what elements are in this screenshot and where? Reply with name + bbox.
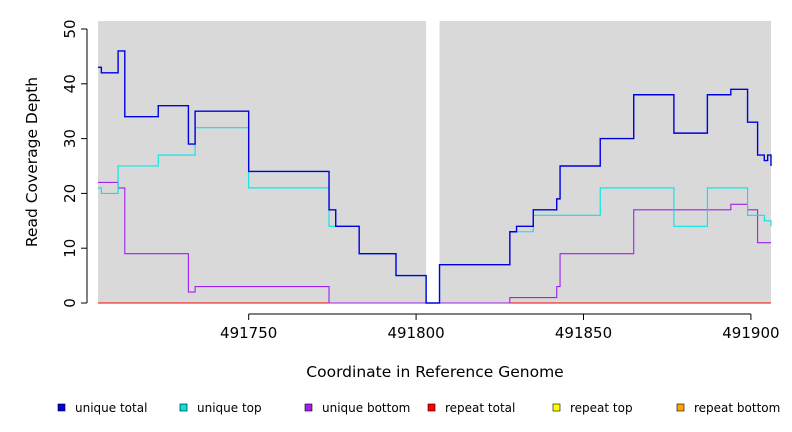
- legend-swatch: [552, 403, 561, 412]
- legend-item-repeat-bottom: repeat bottom: [676, 401, 780, 415]
- legend-item-unique-total: unique total: [57, 401, 147, 415]
- legend-label: repeat total: [445, 401, 515, 415]
- y-tick-label: 20: [61, 184, 79, 203]
- legend-label: unique bottom: [322, 401, 410, 415]
- series-layer: [98, 50, 772, 304]
- legend-item-repeat-total: repeat total: [427, 401, 515, 415]
- legend-swatch: [676, 403, 685, 412]
- plot-background-left: [98, 21, 427, 303]
- legend-label: repeat bottom: [694, 401, 780, 415]
- legend-swatch: [179, 403, 188, 412]
- legend-item-unique-top: unique top: [179, 401, 262, 415]
- legend-swatch: [57, 403, 66, 412]
- legend-swatch: [427, 403, 436, 412]
- x-tick-label: 491750: [220, 324, 277, 342]
- legend-swatch: [304, 403, 313, 412]
- legend-label: unique top: [197, 401, 262, 415]
- x-axis-ticks: 491750 491800 491850 491900: [220, 314, 780, 342]
- x-tick-label: 491850: [555, 324, 612, 342]
- y-tick-label: 40: [61, 74, 79, 93]
- legend-item-unique-bottom: unique bottom: [304, 401, 410, 415]
- y-tick-label: 50: [61, 19, 79, 38]
- y-tick-label: 0: [61, 298, 79, 308]
- plot-background-right: [439, 21, 771, 303]
- series-line-unique-bottom: [98, 181, 771, 304]
- y-axis-title: Read Coverage Depth: [23, 77, 41, 247]
- series-line-unique-total: [98, 50, 772, 304]
- legend-label: repeat top: [570, 401, 633, 415]
- y-tick-label: 30: [61, 129, 79, 148]
- legend-item-repeat-top: repeat top: [552, 401, 633, 415]
- y-tick-label: 10: [61, 239, 79, 258]
- y-axis-ticks: 0 10 20 30 40 50: [61, 19, 87, 308]
- legend: unique total unique top unique bottom repea…: [57, 401, 780, 415]
- x-tick-label: 491800: [387, 324, 444, 342]
- x-tick-label: 491900: [722, 324, 779, 342]
- legend-label: unique total: [75, 401, 147, 415]
- x-axis-title: Coordinate in Reference Genome: [306, 363, 563, 381]
